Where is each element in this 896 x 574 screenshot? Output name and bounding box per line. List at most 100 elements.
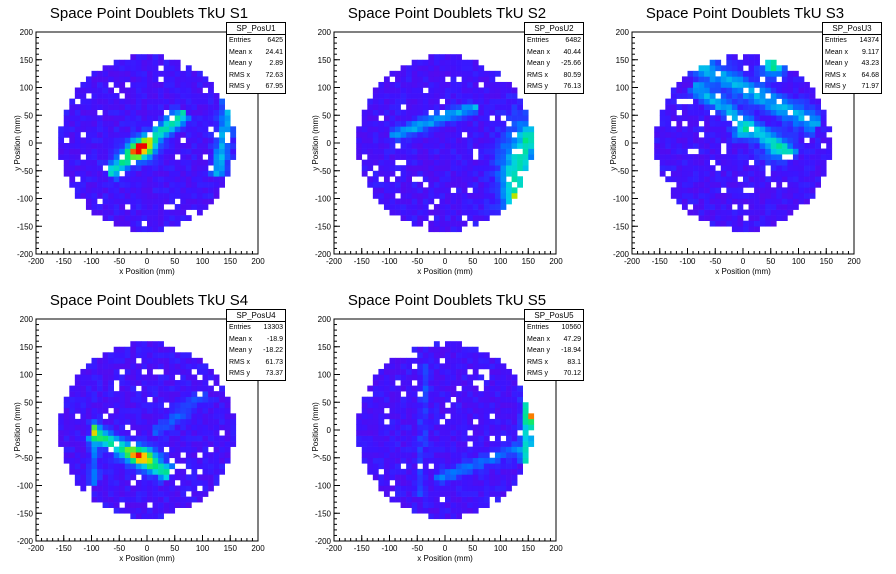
heatmap-bin <box>383 468 390 475</box>
heatmap-bin <box>135 446 142 453</box>
heatmap-bin <box>208 452 214 459</box>
heatmap-bin <box>130 81 137 88</box>
heatmap-bin <box>113 115 120 122</box>
heatmap-bin <box>804 126 810 133</box>
stats-label: RMS x <box>527 358 548 366</box>
heatmap-bin <box>681 126 688 133</box>
heatmap-bin <box>389 154 396 160</box>
heatmap-bin <box>158 402 164 409</box>
heatmap-bin <box>400 165 407 172</box>
heatmap-bin <box>450 341 457 348</box>
heatmap-bin <box>400 435 407 442</box>
heatmap-bin <box>411 187 418 194</box>
heatmap-bin <box>91 424 98 431</box>
heatmap-plot: -200 -150 -100 -50 0 50 100 150 200-200-150-100-… <box>13 28 265 276</box>
heatmap-bin <box>445 104 451 110</box>
heatmap-bin <box>147 430 153 436</box>
heatmap-bin <box>467 391 474 397</box>
heatmap-bin <box>411 98 418 105</box>
heatmap-bin <box>417 435 424 442</box>
heatmap-bin <box>185 457 192 464</box>
stats-label: Entries <box>527 324 549 331</box>
heatmap-bin <box>119 346 126 353</box>
heatmap-bin <box>141 209 148 216</box>
heatmap-bin <box>522 446 529 453</box>
stats-label: Mean x <box>527 335 550 343</box>
heatmap-bin <box>202 181 209 188</box>
heatmap-bin <box>119 70 126 77</box>
heatmap-bin <box>196 170 203 177</box>
heatmap-bin <box>765 87 772 94</box>
heatmap-bin <box>230 430 237 436</box>
heatmap-bin <box>456 418 462 425</box>
heatmap-bin <box>213 391 220 397</box>
heatmap-bin <box>726 165 733 172</box>
heatmap-bin <box>185 479 192 486</box>
heatmap-bin <box>395 424 401 431</box>
heatmap-bin <box>500 385 507 392</box>
heatmap-bin <box>97 115 103 122</box>
heatmap-bin <box>428 198 435 205</box>
heatmap-bin <box>489 81 496 88</box>
heatmap-bin <box>478 502 485 508</box>
heatmap-bin <box>439 81 446 88</box>
heatmap-bin <box>693 192 699 199</box>
heatmap-bin <box>670 109 677 116</box>
chart-title: Space Point Doublets TkU S1 <box>49 5 249 22</box>
heatmap-bin <box>152 446 159 453</box>
heatmap-bin <box>770 126 777 133</box>
heatmap-bin <box>113 446 120 453</box>
heatmap-bin <box>422 104 429 110</box>
heatmap-bin <box>670 137 677 144</box>
heatmap-bin <box>815 115 821 122</box>
heatmap-bin <box>461 220 468 227</box>
heatmap-bin <box>422 131 429 138</box>
heatmap-bin <box>219 98 225 105</box>
heatmap-bin <box>743 93 749 99</box>
heatmap-bin <box>185 374 192 381</box>
heatmap-bin <box>102 159 109 166</box>
heatmap-bin <box>417 380 424 386</box>
heatmap-bin <box>748 154 755 160</box>
heatmap-bin <box>411 81 418 88</box>
heatmap-bin <box>792 165 799 172</box>
heatmap-bin <box>395 430 401 436</box>
stats-row: Mean x 9.117 <box>823 47 881 59</box>
heatmap-bin <box>428 357 435 364</box>
heatmap-bin <box>698 104 705 110</box>
heatmap-bin <box>97 441 103 447</box>
heatmap-bin <box>798 165 805 172</box>
stats-value: -18.9 <box>267 335 283 343</box>
x-tick-label: 50 <box>468 544 477 553</box>
heatmap-bin <box>792 192 799 199</box>
heatmap-bin <box>433 70 440 77</box>
heatmap-bin <box>439 385 446 392</box>
heatmap-bin <box>169 120 176 127</box>
heatmap-bin <box>119 452 126 459</box>
heatmap-bin <box>670 148 677 155</box>
heatmap-bin <box>124 396 131 403</box>
heatmap-bin <box>169 81 176 88</box>
heatmap-bin <box>208 468 214 475</box>
heatmap-bin <box>400 98 407 105</box>
heatmap-bin <box>759 137 766 144</box>
x-axis-label: x Position (mm) <box>715 267 771 276</box>
heatmap-bin <box>130 485 137 492</box>
stats-row: RMS y 73.37 <box>227 368 285 380</box>
heatmap-bin <box>147 363 153 370</box>
heatmap-bin <box>406 385 412 392</box>
heatmap-bin <box>378 187 385 194</box>
heatmap-bin <box>456 452 462 459</box>
heatmap-bin <box>174 380 181 386</box>
heatmap-bin <box>163 198 170 205</box>
heatmap-bin <box>417 407 424 414</box>
heatmap-bin <box>411 413 418 420</box>
heatmap-bin <box>765 187 772 194</box>
heatmap-bin <box>422 479 429 486</box>
heatmap-bin <box>456 363 462 370</box>
heatmap-bin <box>798 98 805 105</box>
heatmap-bin <box>770 187 777 194</box>
heatmap-bin <box>748 165 755 172</box>
heatmap-bin <box>185 496 192 503</box>
heatmap-bin <box>472 402 479 409</box>
